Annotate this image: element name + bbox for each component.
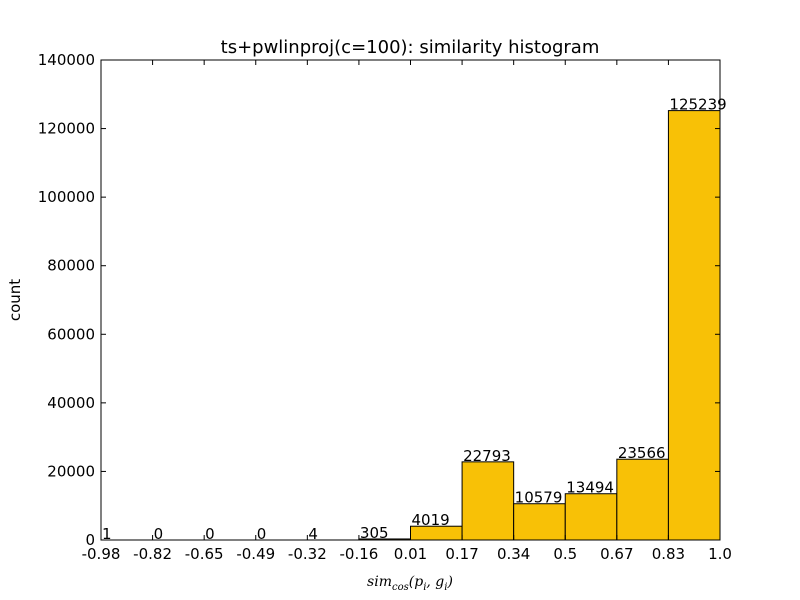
x-axis-label-sim: sim bbox=[367, 574, 392, 590]
x-tick-label: 1.0 bbox=[708, 545, 732, 563]
bar-value-label: 22793 bbox=[463, 447, 511, 465]
histogram-bar bbox=[461, 461, 515, 541]
x-tick-label: 0.5 bbox=[553, 545, 577, 563]
y-tick-label: 120000 bbox=[38, 120, 95, 138]
bar-value-label: 0 bbox=[154, 525, 164, 543]
bar-value-label: 4 bbox=[308, 525, 318, 543]
x-tick-label: -0.16 bbox=[340, 545, 379, 563]
bar-value-label: 0 bbox=[257, 525, 267, 543]
y-tick-label: 0 bbox=[85, 531, 95, 549]
x-tick-label: 0.83 bbox=[652, 545, 685, 563]
bar-value-label: 4019 bbox=[412, 511, 450, 529]
bar-value-label: 13494 bbox=[566, 479, 614, 497]
x-tick-label: -0.32 bbox=[288, 545, 327, 563]
bar-value-label: 23566 bbox=[618, 444, 666, 462]
y-tick-label: 140000 bbox=[38, 51, 95, 69]
x-tick-label: -0.82 bbox=[133, 545, 172, 563]
histogram-bar bbox=[564, 493, 618, 541]
y-tick-label: 100000 bbox=[38, 188, 95, 206]
x-axis-label-subscript-i1: i bbox=[423, 582, 426, 593]
histogram-bar bbox=[513, 503, 566, 541]
x-tick-label: 0.67 bbox=[600, 545, 633, 563]
x-axis-label-subscript-cos: cos bbox=[392, 582, 409, 593]
x-tick-label: -0.65 bbox=[185, 545, 224, 563]
x-tick-label: -0.49 bbox=[236, 545, 275, 563]
x-tick-label: 0.34 bbox=[497, 545, 530, 563]
y-axis-label: count bbox=[6, 279, 24, 321]
y-tick-label: 40000 bbox=[47, 394, 95, 412]
y-tick-label: 20000 bbox=[47, 462, 95, 480]
y-tick-label: 60000 bbox=[47, 325, 95, 343]
x-tick-label: 0.01 bbox=[394, 545, 427, 563]
histogram-bar bbox=[667, 110, 721, 541]
bar-value-label: 0 bbox=[205, 525, 215, 543]
bar-value-label: 305 bbox=[360, 524, 389, 542]
x-axis-label-args: (p bbox=[409, 574, 423, 590]
y-tick-label: 80000 bbox=[47, 257, 95, 275]
x-axis-label-comma: , g bbox=[426, 574, 444, 590]
chart-title: ts+pwlinproj(c=100): similarity histogra… bbox=[221, 37, 600, 58]
bar-value-label: 10579 bbox=[515, 489, 563, 507]
bar-value-label: 125239 bbox=[669, 96, 726, 114]
histogram-bar bbox=[616, 458, 669, 541]
x-axis-label: simcos(pi, gi) bbox=[367, 574, 453, 593]
x-axis-label-close: ) bbox=[446, 574, 452, 590]
bar-value-label: 1 bbox=[102, 525, 112, 543]
x-tick-label: -0.98 bbox=[82, 545, 121, 563]
x-axis-label-subscript-i2: i bbox=[444, 582, 447, 593]
x-tick-label: 0.17 bbox=[445, 545, 478, 563]
